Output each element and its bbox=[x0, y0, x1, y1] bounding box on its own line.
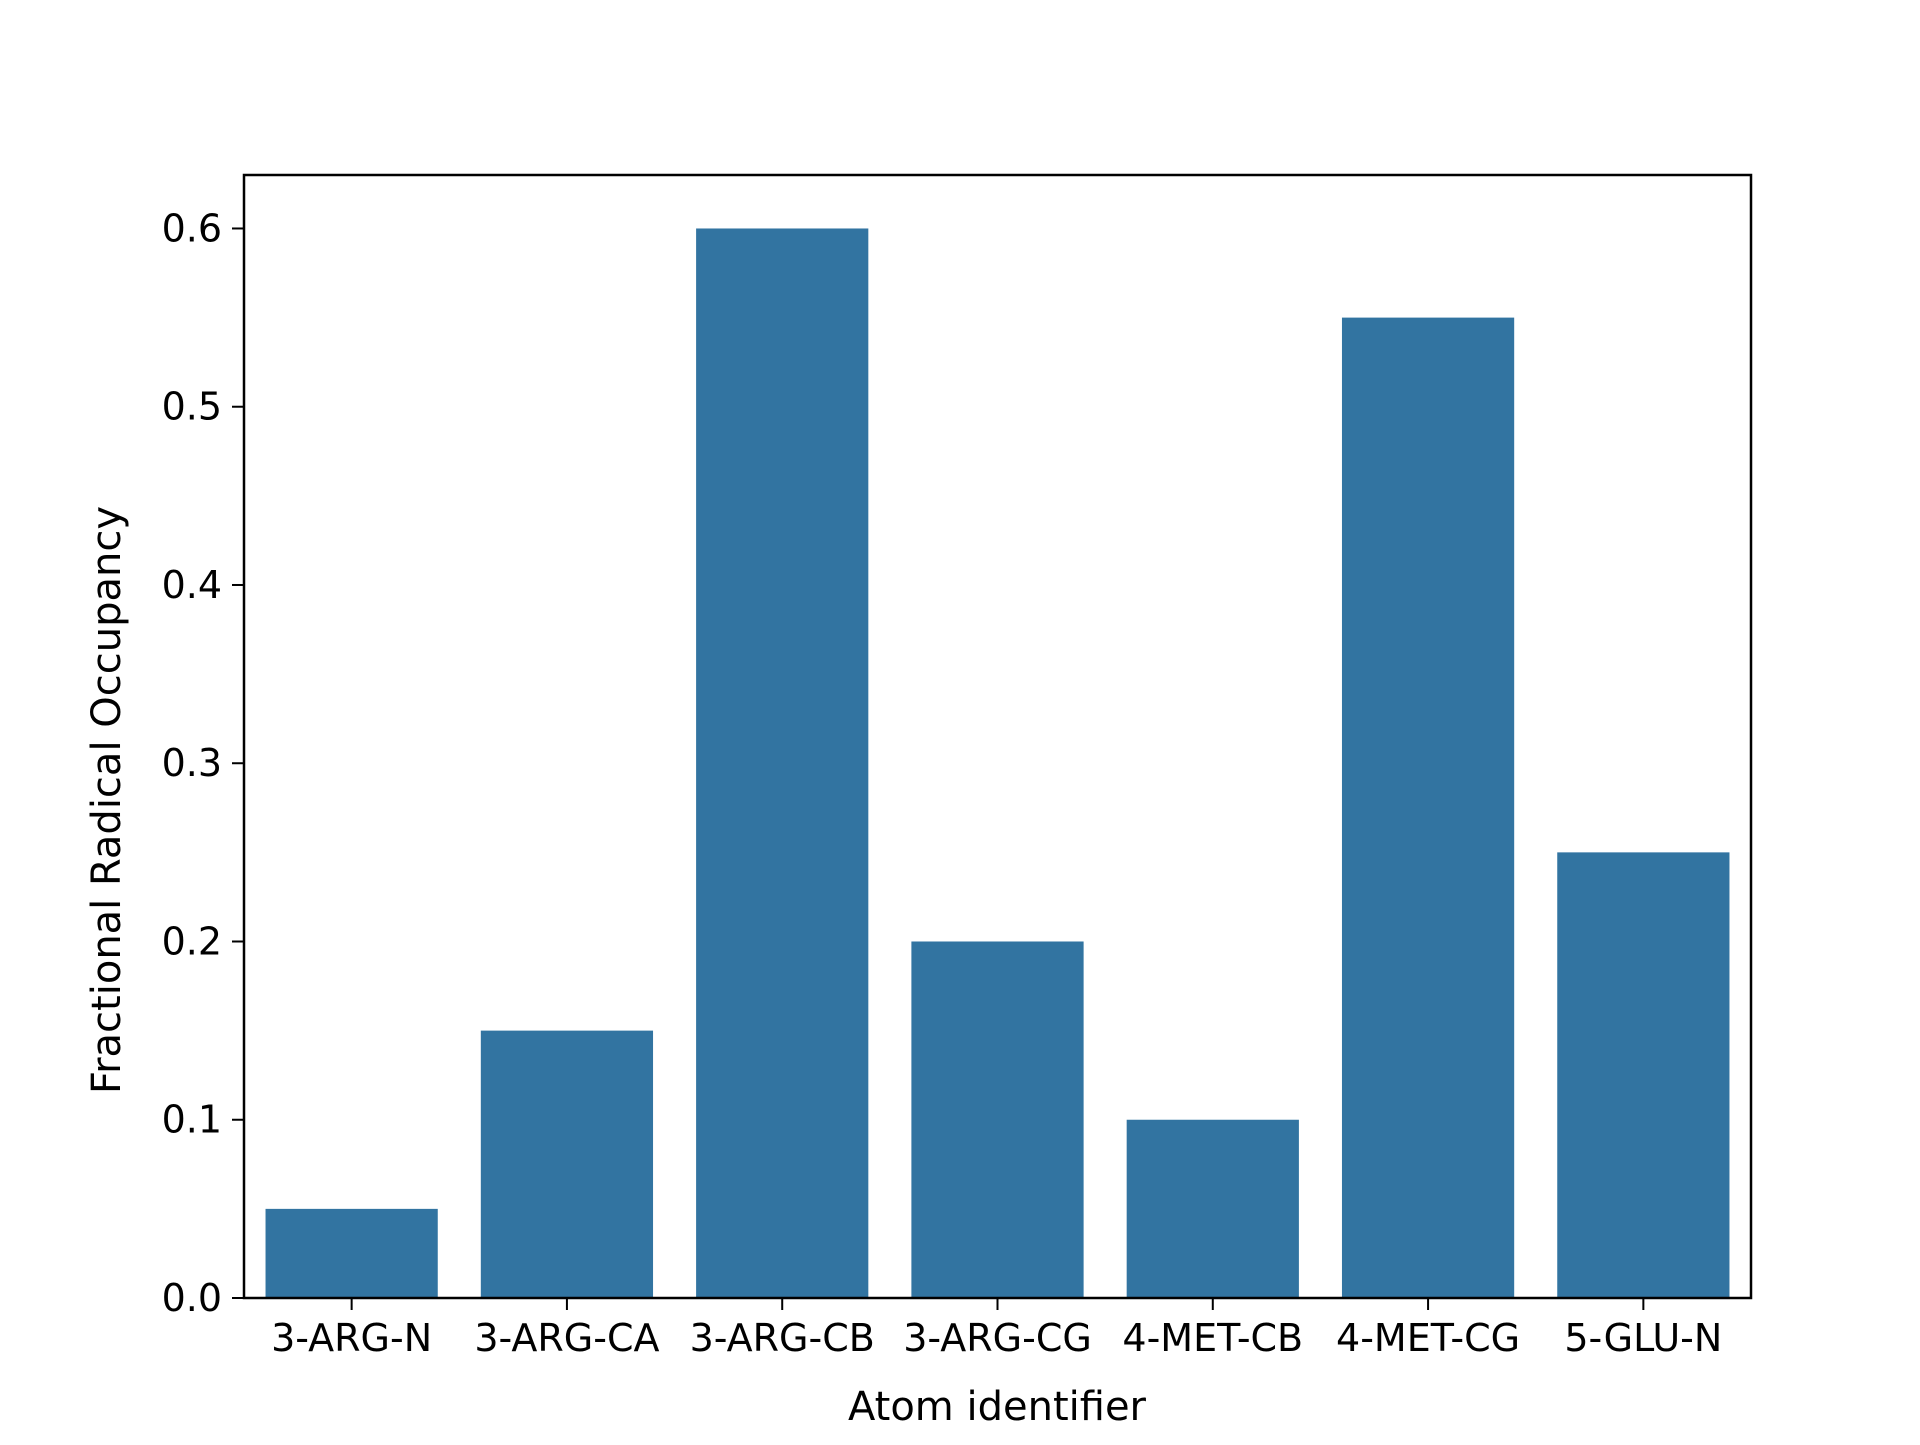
y-tick-label: 0.5 bbox=[162, 385, 222, 429]
bar-5-glu-n bbox=[1557, 852, 1730, 1298]
y-tick-label: 0.6 bbox=[162, 206, 222, 250]
x-axis-ticks: 3-ARG-N 3-ARG-CA 3-ARG-CB 3-ARG-CG 4-MET-CB 4… bbox=[271, 1298, 1722, 1360]
x-tick-label: 3-ARG-N bbox=[271, 1316, 432, 1360]
x-tick-label: 3-ARG-CG bbox=[903, 1316, 1092, 1360]
bar-3-arg-ca bbox=[480, 1030, 654, 1298]
bars-layer bbox=[265, 228, 1730, 1299]
x-tick-label: 4-MET-CG bbox=[1336, 1316, 1520, 1360]
x-tick-label: 3-ARG-CA bbox=[474, 1316, 659, 1360]
y-tick-label: 0.1 bbox=[162, 1098, 222, 1142]
y-tick-label: 0.2 bbox=[162, 919, 222, 963]
bar-3-arg-cb bbox=[696, 228, 869, 1298]
x-tick-label: 5-GLU-N bbox=[1564, 1316, 1722, 1360]
x-tick-label: 3-ARG-CB bbox=[690, 1316, 875, 1360]
bar-4-met-cb bbox=[1126, 1119, 1299, 1298]
bar-3-arg-n bbox=[265, 1208, 438, 1298]
y-axis-ticks: 0.0 0.1 0.2 0.3 0.4 0.5 0.6 bbox=[162, 206, 244, 1320]
bar-4-met-cg bbox=[1341, 317, 1515, 1299]
y-tick-label: 0.0 bbox=[162, 1276, 222, 1320]
y-tick-label: 0.3 bbox=[162, 741, 222, 785]
bar-3-arg-cg bbox=[911, 941, 1084, 1298]
x-axis-label: Atom identifier bbox=[848, 1384, 1147, 1430]
y-axis-label: Fractional Radical Occupancy bbox=[84, 506, 130, 1094]
x-tick-label: 4-MET-CB bbox=[1122, 1316, 1303, 1360]
y-tick-label: 0.4 bbox=[162, 563, 222, 607]
